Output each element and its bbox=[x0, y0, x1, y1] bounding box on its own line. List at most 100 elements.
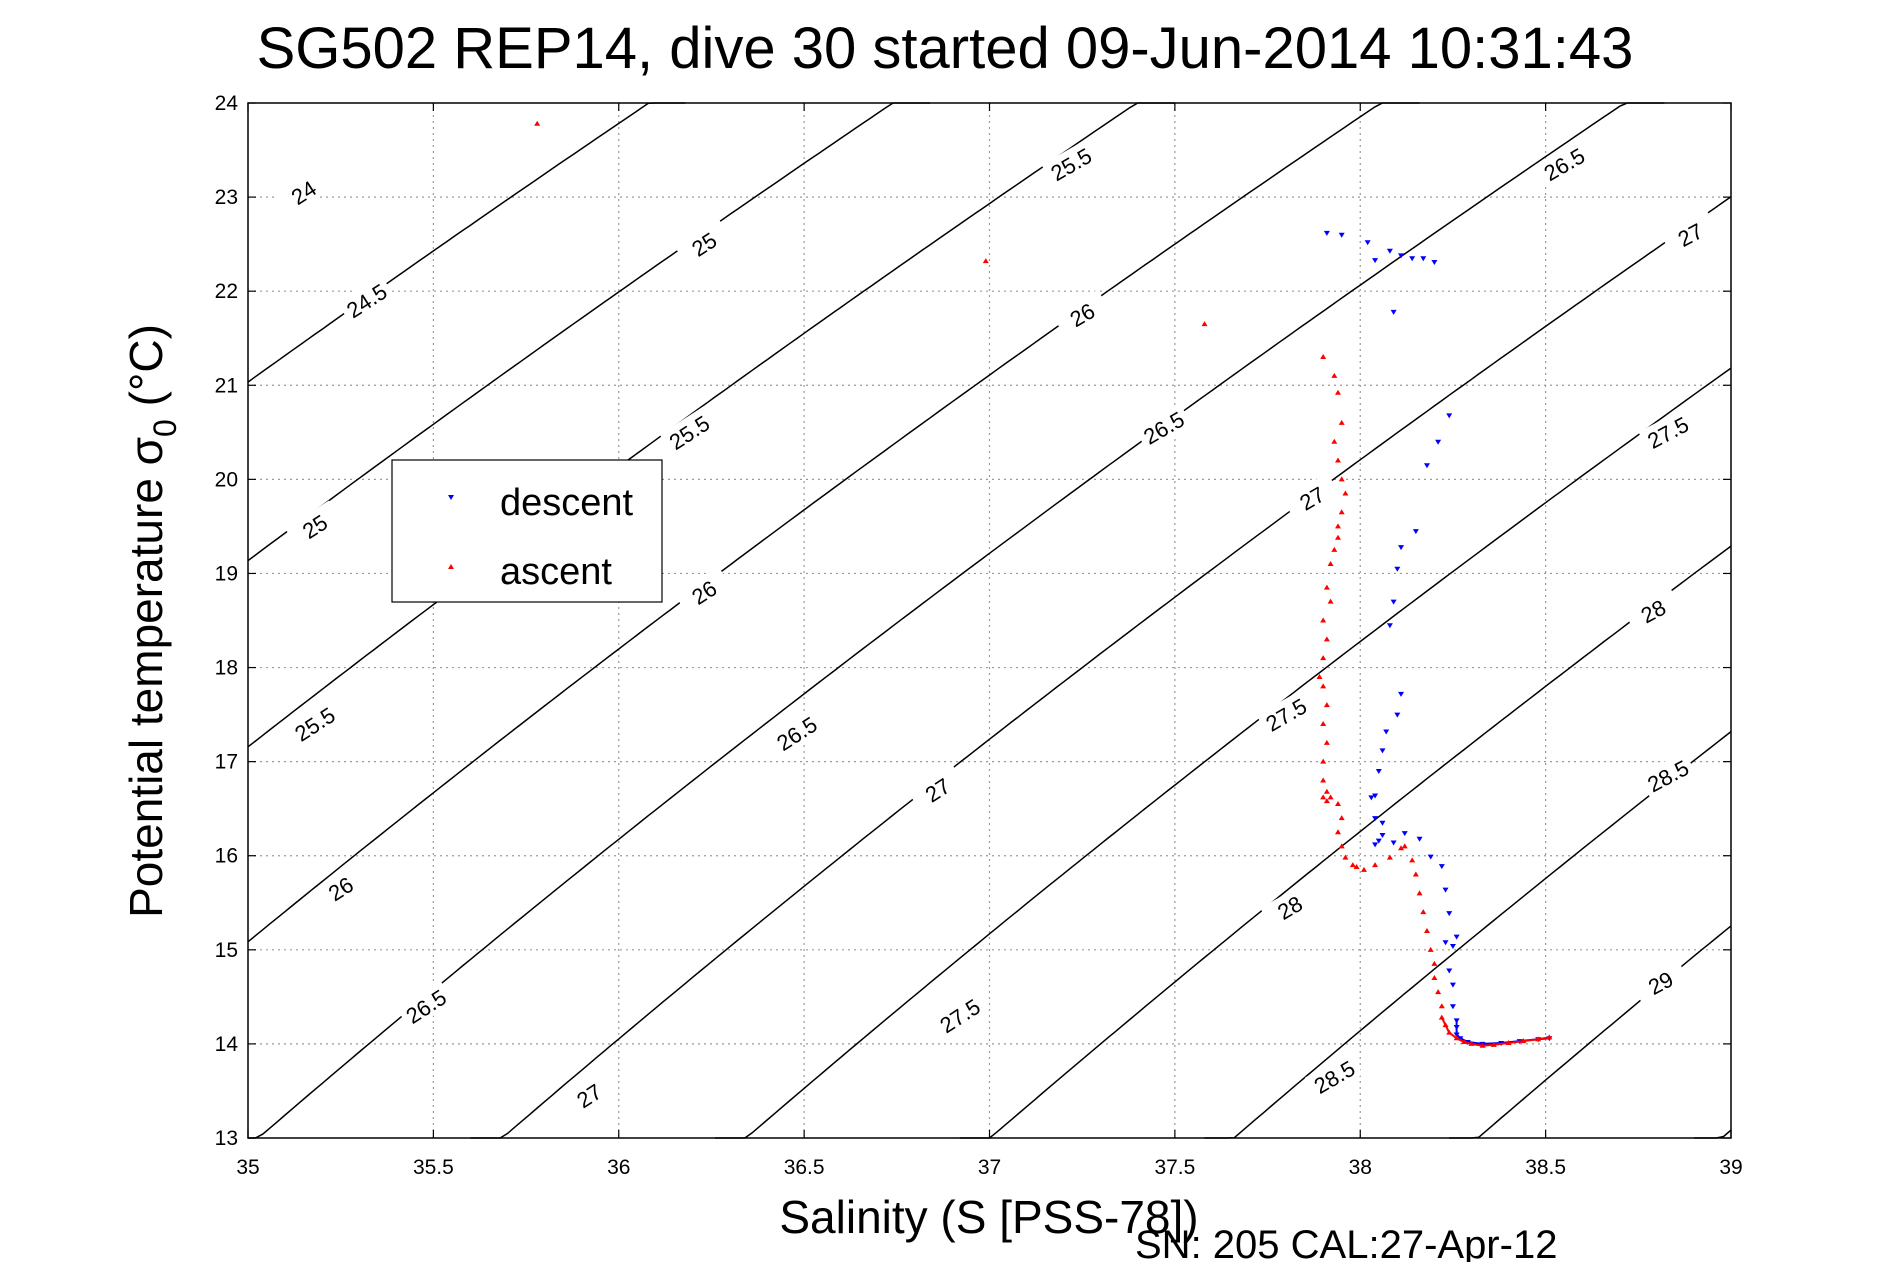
ascent-point bbox=[1323, 584, 1330, 590]
ascent-point bbox=[1360, 866, 1367, 872]
x-tick-label: 38.5 bbox=[1525, 1156, 1566, 1179]
y-tick-label: 19 bbox=[215, 562, 238, 585]
descent-point bbox=[1398, 253, 1405, 259]
ascent-point bbox=[1320, 655, 1327, 661]
descent-point bbox=[1394, 712, 1401, 718]
ascent-point bbox=[1320, 794, 1327, 800]
descent-point bbox=[1375, 838, 1382, 844]
legend-marker-ascent bbox=[448, 564, 454, 569]
contour-label-bg bbox=[337, 274, 395, 325]
descent-point bbox=[1412, 529, 1419, 535]
y-tick-label: 15 bbox=[215, 939, 238, 962]
ascent-point bbox=[1335, 523, 1342, 529]
ascent-point bbox=[1401, 843, 1408, 849]
descent-point bbox=[1416, 836, 1423, 842]
ascent-point bbox=[1342, 854, 1349, 860]
isopycnal-line bbox=[247, 102, 1175, 748]
y-axis-label-main: Potential temperature σ bbox=[120, 437, 172, 918]
isopycnal-line bbox=[959, 545, 1732, 1139]
ascent-point bbox=[1320, 617, 1327, 623]
series-layer bbox=[534, 120, 1553, 1048]
ascent-point bbox=[1320, 721, 1327, 726]
ascent-point bbox=[1331, 546, 1338, 552]
ascent-point bbox=[1335, 534, 1342, 540]
ascent-trace bbox=[1440, 1017, 1550, 1047]
descent-point bbox=[1379, 748, 1386, 754]
legend-marker-descent bbox=[448, 495, 454, 500]
ascent-point bbox=[1386, 854, 1393, 860]
ascent-point bbox=[1338, 419, 1345, 425]
ascent-point bbox=[1435, 989, 1442, 995]
descent-point bbox=[1449, 1004, 1456, 1010]
descent-point bbox=[1394, 566, 1401, 572]
descent-point bbox=[1364, 240, 1371, 246]
legend-label-descent: descent bbox=[500, 482, 634, 524]
contour-label-bg bbox=[274, 166, 332, 217]
descent-point bbox=[1390, 599, 1397, 605]
descent-point bbox=[1401, 831, 1408, 837]
descent-point bbox=[1375, 769, 1382, 775]
ascent-point bbox=[1409, 857, 1416, 863]
ascent-point bbox=[1323, 702, 1330, 708]
ascent-point bbox=[1342, 490, 1349, 496]
ascent-point bbox=[1323, 788, 1330, 794]
y-tick-label: 16 bbox=[215, 845, 238, 868]
x-tick-layer: 35 35.5 36 36.5 37 37.5 38 38.5 39 bbox=[236, 103, 1743, 1179]
ascent-point bbox=[1416, 890, 1423, 896]
descent-point bbox=[1372, 842, 1379, 848]
series-ascent bbox=[534, 120, 1553, 1048]
y-tick-label: 21 bbox=[215, 374, 238, 397]
ascent-point bbox=[1320, 777, 1327, 783]
ascent-point bbox=[1398, 845, 1405, 851]
ascent-point bbox=[1335, 389, 1342, 395]
isopycnal-line bbox=[247, 102, 1420, 943]
descent-point bbox=[1398, 691, 1405, 697]
x-tick-label: 37 bbox=[978, 1156, 1001, 1179]
descent-point bbox=[1372, 816, 1379, 822]
x-tick-label: 36 bbox=[607, 1156, 630, 1179]
ascent-point bbox=[1338, 509, 1345, 515]
descent-point bbox=[1449, 944, 1456, 950]
contour-label-bg bbox=[1631, 958, 1690, 1006]
contour-label-bg bbox=[396, 980, 455, 1031]
x-tick-label: 38 bbox=[1349, 1156, 1372, 1179]
descent-point bbox=[1379, 820, 1386, 826]
ascent-point bbox=[1335, 457, 1342, 463]
contour-label-bg bbox=[1256, 689, 1315, 738]
descent-point bbox=[1420, 256, 1427, 262]
ascent-point bbox=[1331, 372, 1338, 378]
y-tick-label: 23 bbox=[215, 186, 238, 209]
y-tick-layer: 13 14 15 16 17 18 19 20 21 22 23 24 bbox=[215, 92, 1731, 1150]
descent-point bbox=[1438, 864, 1445, 870]
ascent-point bbox=[1320, 354, 1327, 360]
contour-label-bg bbox=[285, 698, 344, 749]
y-tick-label: 24 bbox=[215, 92, 239, 115]
ascent-point bbox=[1423, 928, 1430, 933]
contour-label-bg bbox=[559, 1069, 618, 1120]
ascent-point bbox=[1323, 739, 1330, 745]
y-axis-label-unit: (°C) bbox=[120, 324, 172, 419]
x-tick-label: 37.5 bbox=[1154, 1156, 1195, 1179]
contour-label-bg bbox=[1260, 882, 1319, 931]
ascent-point bbox=[1427, 946, 1434, 952]
descent-point bbox=[1435, 439, 1442, 445]
ascent-point bbox=[1323, 798, 1330, 804]
descent-point bbox=[1442, 940, 1449, 946]
x-tick-label: 36.5 bbox=[784, 1156, 825, 1179]
descent-point bbox=[1398, 545, 1405, 551]
descent-point bbox=[1323, 230, 1330, 236]
descent-point bbox=[1383, 729, 1390, 735]
ascent-point bbox=[982, 258, 989, 264]
descent-point bbox=[1386, 248, 1393, 254]
legend-label-ascent: ascent bbox=[500, 551, 612, 593]
contour-label-bg bbox=[1623, 586, 1682, 634]
contour-label-bg bbox=[1534, 139, 1593, 188]
ascent-point bbox=[1335, 800, 1342, 806]
descent-point bbox=[1372, 258, 1379, 264]
ascent-point bbox=[1323, 636, 1330, 642]
ascent-point bbox=[1327, 794, 1334, 800]
legend-box bbox=[391, 459, 663, 603]
isopycnal-line bbox=[247, 102, 931, 562]
contour-label-bg bbox=[1660, 210, 1719, 258]
